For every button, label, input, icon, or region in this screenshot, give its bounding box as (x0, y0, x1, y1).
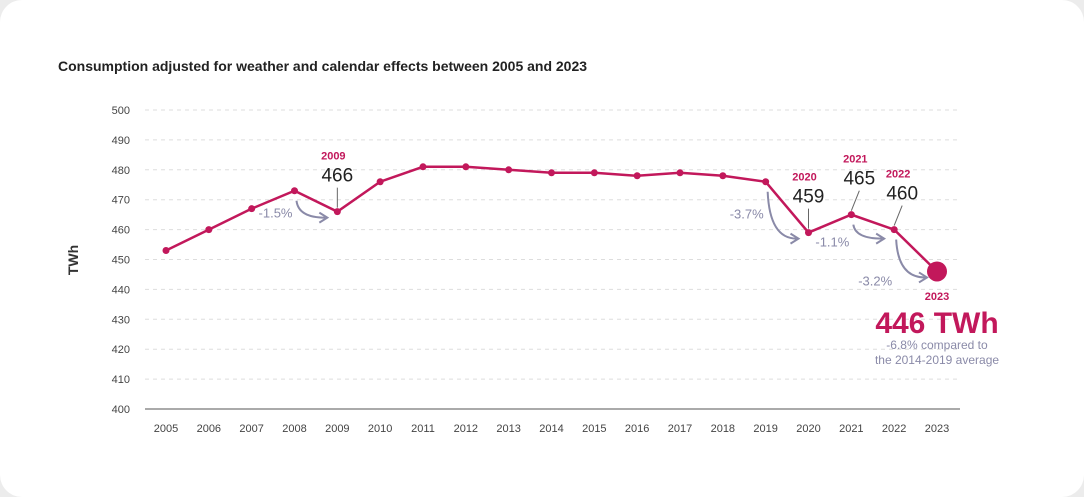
arrowhead-icon (789, 232, 801, 245)
callout-year: 2022 (886, 169, 910, 181)
change-label: -1.1% (815, 235, 849, 250)
data-point (462, 163, 470, 171)
change-label: -3.2% (858, 273, 892, 288)
data-point (676, 169, 684, 177)
y-axis-label: TWh (65, 245, 81, 275)
data-point (248, 205, 256, 213)
x-tick-label: 2019 (753, 423, 777, 435)
x-tick-label: 2006 (197, 423, 221, 435)
arrowhead-icon (318, 211, 330, 224)
highlight-value: 446 TWh (875, 307, 998, 340)
data-point (633, 172, 641, 180)
arrowhead-icon (875, 232, 887, 245)
data-point (291, 187, 298, 195)
chart-title: Consumption adjusted for weather and cal… (58, 58, 588, 74)
y-tick-label: 430 (112, 314, 130, 326)
x-tick-label: 2009 (325, 423, 349, 435)
callout-value: 459 (793, 187, 825, 208)
data-point (805, 229, 812, 237)
data-point (890, 226, 898, 234)
x-tick-label: 2021 (839, 423, 863, 435)
y-tick-label: 450 (112, 255, 130, 267)
highlight-year: 2023 (925, 291, 949, 303)
x-tick-label: 2010 (368, 423, 392, 435)
callout-leader (850, 190, 860, 211)
data-point (548, 169, 555, 177)
data-point (505, 166, 513, 174)
arrowhead-icon (918, 271, 929, 284)
x-tick-label: 2013 (496, 423, 520, 435)
callout-year: 2020 (792, 172, 816, 184)
callout-value: 460 (886, 184, 918, 205)
y-tick-label: 460 (112, 225, 130, 237)
change-label: -3.7% (730, 207, 764, 222)
x-tick-label: 2022 (882, 423, 906, 435)
data-point (762, 178, 770, 186)
y-tick-label: 500 (112, 105, 130, 117)
callout-leader (893, 205, 903, 226)
change-arrow (895, 239, 926, 279)
data-point (333, 208, 341, 216)
data-point (376, 178, 384, 186)
y-tick-label: 440 (112, 284, 130, 296)
x-tick-label: 2023 (925, 423, 949, 435)
highlight-note: -6.8% compared to (886, 338, 988, 352)
y-tick-label: 470 (112, 195, 130, 207)
x-tick-label: 2012 (454, 423, 478, 435)
x-tick-label: 2007 (239, 423, 263, 435)
y-tick-label: 420 (112, 344, 130, 356)
data-point (847, 211, 855, 219)
data-point (419, 163, 427, 171)
x-tick-label: 2018 (711, 423, 735, 435)
x-tick-label: 2014 (539, 423, 563, 435)
x-tick-label: 2005 (154, 423, 178, 435)
x-tick-label: 2008 (282, 423, 306, 435)
change-label: -1.5% (259, 206, 293, 221)
callout-value: 465 (843, 169, 875, 190)
change-arrow (852, 224, 883, 240)
change-arrow (766, 191, 797, 240)
y-tick-label: 400 (112, 404, 130, 416)
x-tick-label: 2015 (582, 423, 606, 435)
highlight-point (927, 261, 947, 282)
data-point (719, 172, 727, 180)
x-tick-label: 2017 (668, 423, 692, 435)
data-point (205, 226, 213, 234)
data-point (162, 247, 170, 255)
data-point (590, 169, 598, 177)
y-tick-label: 410 (112, 374, 130, 386)
callout-value: 466 (321, 166, 353, 187)
x-tick-label: 2020 (796, 423, 820, 435)
callout-year: 2021 (843, 154, 867, 166)
change-arrow (295, 200, 326, 219)
y-tick-label: 480 (112, 165, 130, 177)
x-tick-label: 2016 (625, 423, 649, 435)
x-tick-label: 2011 (411, 423, 435, 435)
y-tick-label: 490 (112, 135, 130, 147)
highlight-note: the 2014-2019 average (875, 353, 999, 367)
callout-year: 2009 (321, 151, 345, 163)
